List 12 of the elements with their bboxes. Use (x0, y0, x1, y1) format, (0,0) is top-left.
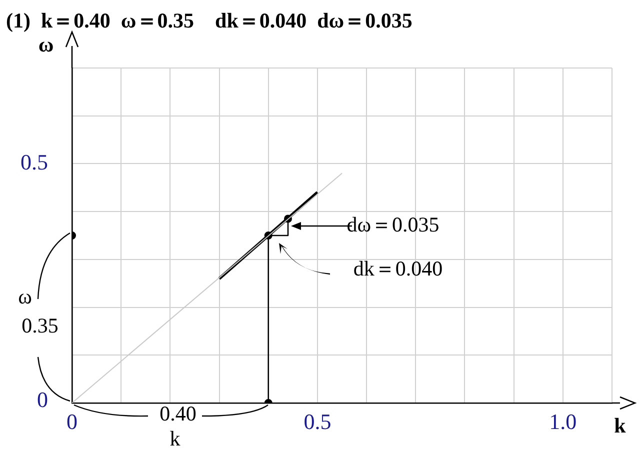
text: k (170, 426, 181, 451)
chart-title: (1) k＝0.40 ω＝0.35 dk＝0.040 dω＝0.035 (6, 8, 412, 32)
annotation: dω＝0.035 (346, 212, 440, 236)
x-axis-title: k (614, 413, 626, 438)
text: ω (18, 284, 32, 309)
text: 0.35 (22, 314, 58, 338)
x-tick-label: 0 (66, 408, 78, 434)
x-tick-label: 0.5 (304, 408, 332, 434)
y-axis-title: ω (38, 32, 54, 56)
x-tick-label: 1.0 (549, 408, 577, 434)
annotation: 0.40 (160, 402, 196, 426)
annotation: dk＝0.040 (353, 256, 443, 281)
